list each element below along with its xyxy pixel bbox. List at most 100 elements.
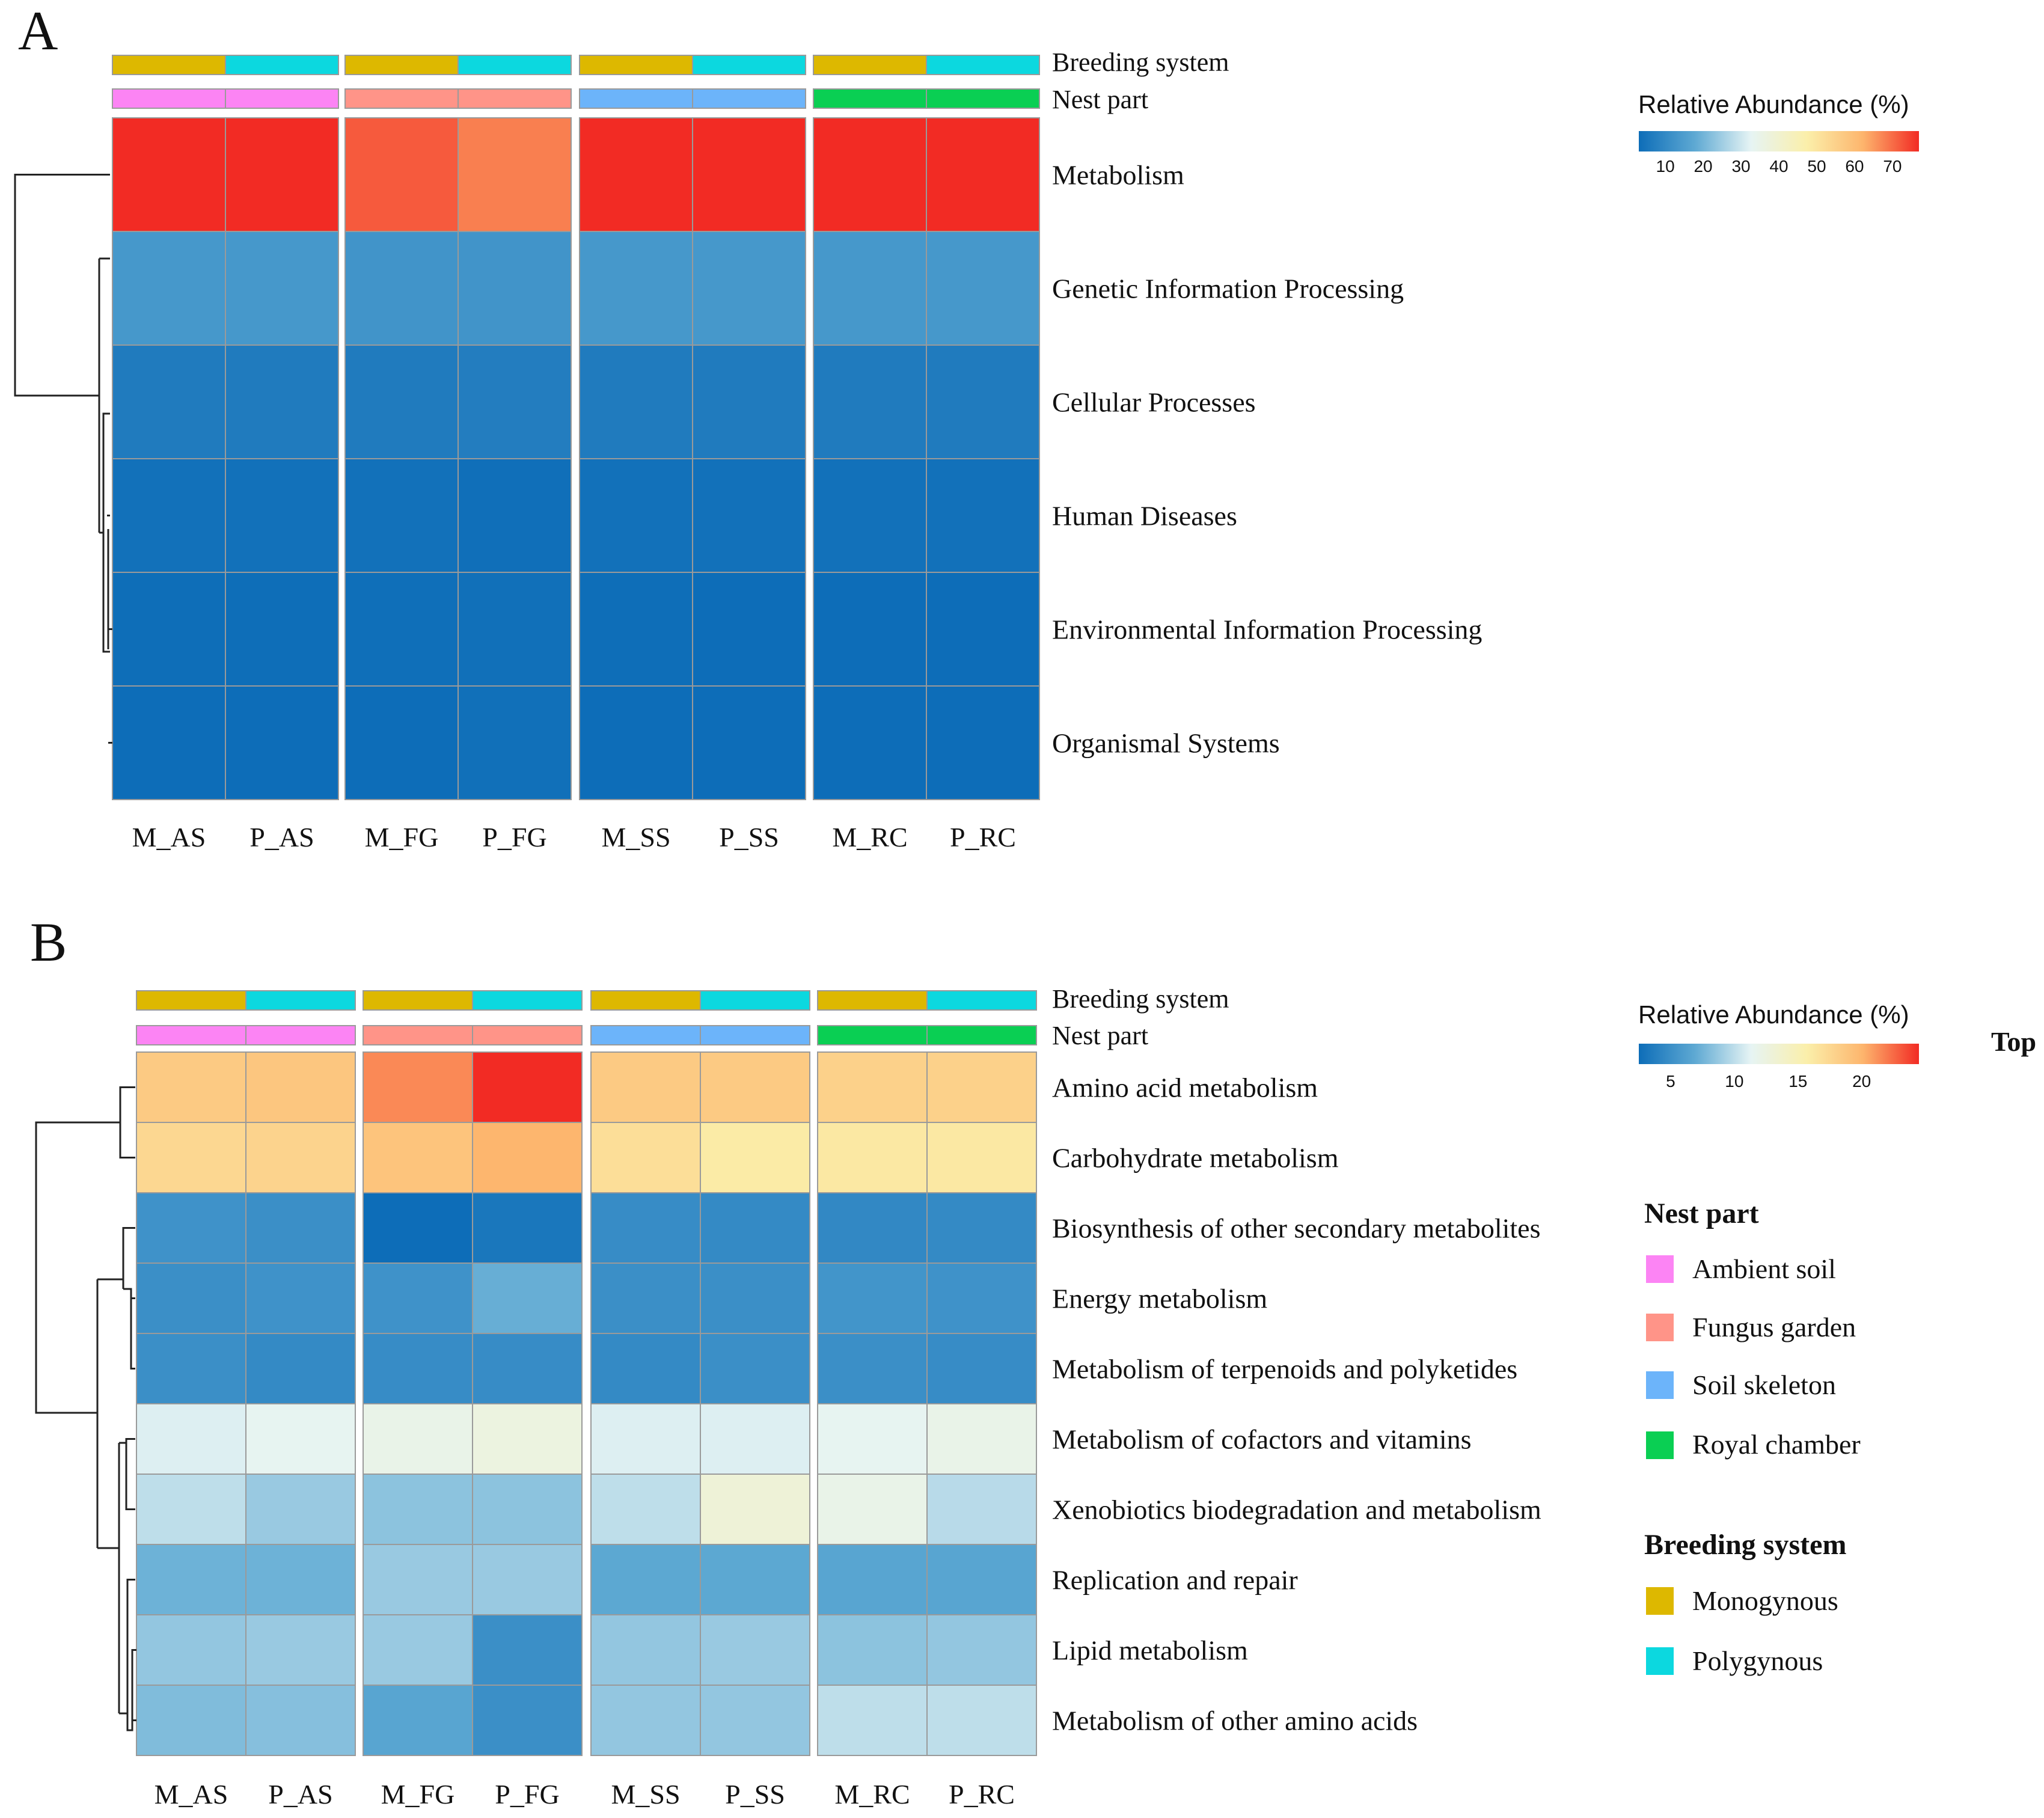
annotation-nest-P_FG <box>457 88 572 109</box>
heatmap-cell <box>817 1122 928 1193</box>
panel-a-nest-label: Nest part <box>1052 85 1148 114</box>
heatmap-cell <box>136 1192 246 1264</box>
row-label: Human Diseases <box>1052 501 1237 531</box>
annotation-nest-P_SS <box>700 1025 810 1045</box>
annotation-nest-P_RC <box>926 88 1040 109</box>
heatmap-cell <box>245 1403 356 1475</box>
heatmap-cell <box>136 1122 246 1193</box>
heatmap-cell <box>817 1403 928 1475</box>
heatmap-cell <box>457 458 572 573</box>
heatmap-cell <box>590 1122 701 1193</box>
annotation-nest-M_SS <box>590 1025 701 1045</box>
heatmap-cell <box>225 572 339 687</box>
row-label: Metabolism of other amino acids <box>1052 1706 1418 1736</box>
heatmap-cell <box>926 1403 1037 1475</box>
heatmap-cell <box>344 572 459 687</box>
legend-tick-label: 40 <box>1769 157 1788 176</box>
column-label-M_SS: M_SS <box>601 822 670 852</box>
heatmap-cell <box>363 1685 473 1756</box>
legend-tick-label: 60 <box>1845 157 1864 176</box>
annotation-breeding-M_SS <box>590 990 701 1011</box>
row-label: Energy metabolism <box>1052 1284 1267 1314</box>
column-label-P_RC: P_RC <box>949 1779 1015 1810</box>
heatmap-cell <box>136 1262 246 1334</box>
legend-tick-label: 20 <box>1852 1072 1871 1091</box>
column-label-P_SS: P_SS <box>719 822 779 852</box>
legend-tick-label: 50 <box>1807 157 1826 176</box>
heatmap-cell <box>363 1192 473 1264</box>
heatmap-cell <box>112 117 226 232</box>
heatmap-cell <box>245 1333 356 1404</box>
heatmap-cell <box>363 1544 473 1615</box>
panel-a-dendrogram <box>14 174 112 744</box>
heatmap-cell <box>225 685 339 800</box>
heatmap-cell <box>926 1544 1037 1615</box>
heatmap-cell <box>363 1474 473 1545</box>
row-label: Genetic Information Processing <box>1052 274 1404 304</box>
heatmap-cell <box>136 1051 246 1123</box>
annotation-nest-M_RC <box>817 1025 928 1045</box>
dendrogram-branch <box>97 1443 120 1549</box>
heatmap-cell <box>245 1685 356 1756</box>
heatmap-cell <box>590 1262 701 1334</box>
heatmap-cell <box>457 117 572 232</box>
heatmap-cell <box>245 1122 356 1193</box>
legend-swatch-royal-chamber <box>1646 1431 1674 1459</box>
heatmap-cell <box>926 117 1040 232</box>
heatmap-cell <box>700 1685 810 1756</box>
panel-label-a: A <box>18 0 58 61</box>
row-label: Metabolism <box>1052 160 1184 191</box>
heatmap-cell <box>813 344 927 459</box>
heatmap-cell <box>590 1544 701 1615</box>
heatmap-cell <box>225 231 339 346</box>
annotation-breeding-P_SS <box>692 55 806 75</box>
heatmap-cell <box>344 685 459 800</box>
panel-b-dendrogram <box>35 1086 136 1731</box>
column-label-P_FG: P_FG <box>482 822 546 852</box>
heatmap-cell <box>112 231 226 346</box>
heatmap-cell <box>700 1122 810 1193</box>
heatmap-cell <box>363 1262 473 1334</box>
heatmap-cell <box>457 685 572 800</box>
heatmap-cell <box>700 1614 810 1686</box>
panel-b-heatmap: M_AS P_AS M_FG P_FG M_SS P_SS M_RC P_RC Amino ac… <box>136 990 1541 1810</box>
legend-tick-label: 70 <box>1883 157 1902 176</box>
column-label-M_FG: M_FG <box>381 1779 455 1810</box>
annotation-breeding-P_AS <box>245 990 356 1011</box>
panel-b-breeding-label: Breeding system <box>1052 984 1229 1014</box>
column-label-M_AS: M_AS <box>132 822 206 852</box>
heatmap-cell <box>245 1614 356 1686</box>
row-label: Xenobiotics biodegradation and metabolis… <box>1052 1495 1541 1525</box>
legend-swatch-polygynous <box>1646 1647 1674 1675</box>
heatmap-cell <box>692 685 806 800</box>
legend-tick-label: 10 <box>1725 1072 1743 1091</box>
heatmap-cell <box>817 1474 928 1545</box>
heatmap-cell <box>472 1333 583 1404</box>
heatmap-cell <box>590 1403 701 1475</box>
heatmap-cell <box>344 344 459 459</box>
heatmap-cell <box>344 117 459 232</box>
heatmap-cell <box>245 1192 356 1264</box>
heatmap-cell <box>926 231 1040 346</box>
legend-label-monogynous: Monogynous <box>1692 1585 1838 1616</box>
annotation-breeding-M_AS <box>136 990 246 1011</box>
column-label-M_AS: M_AS <box>155 1779 228 1810</box>
top10-label: Top 10 <box>1991 1026 2044 1057</box>
panel-a-color-legend: Relative Abundance (%) 10 20 30 40 50 60 70 <box>1638 90 1919 176</box>
legend-label-royal-chamber: Royal chamber <box>1692 1429 1861 1460</box>
heatmap-cell <box>817 1614 928 1686</box>
heatmap-cell <box>472 1544 583 1615</box>
panel-b-legend-title: Relative Abundance (%) <box>1638 1000 1909 1029</box>
heatmap-cell <box>692 344 806 459</box>
heatmap-cell <box>700 1403 810 1475</box>
annotation-breeding-P_RC <box>926 990 1037 1011</box>
legend-swatch-fungus-garden <box>1646 1314 1674 1341</box>
column-label-P_AS: P_AS <box>249 822 314 852</box>
heatmap-cell <box>136 1403 246 1475</box>
heatmap-cell <box>245 1474 356 1545</box>
heatmap-cell <box>813 117 927 232</box>
legend-tick-label: 15 <box>1788 1072 1807 1091</box>
row-label: Metabolism of terpenoids and polyketides <box>1052 1354 1517 1385</box>
heatmap-cell <box>225 458 339 573</box>
